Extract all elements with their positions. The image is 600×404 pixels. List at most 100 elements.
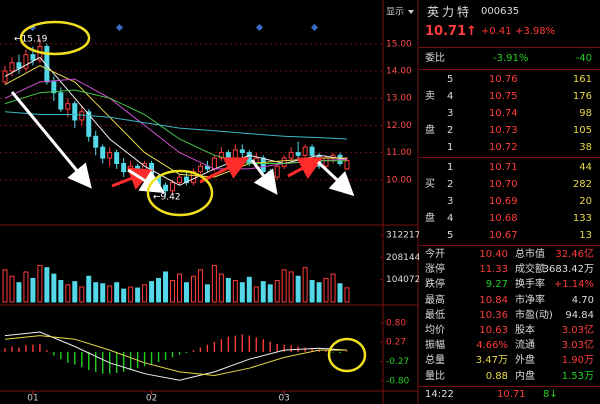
stat-value: 10.40	[479, 249, 508, 260]
level: 5	[447, 230, 454, 241]
volume-bar	[253, 286, 259, 303]
stat-value: 9.27	[485, 279, 508, 291]
order-price: 10.72	[489, 142, 518, 153]
stock-code: 000635	[481, 6, 520, 17]
order-level: 5 10.76 161	[419, 72, 600, 88]
volume-bar	[121, 288, 127, 303]
volume-bar	[170, 280, 176, 303]
volume-bar	[190, 275, 196, 303]
order-volume: 105	[572, 125, 592, 136]
volume-bar	[79, 286, 85, 303]
x-tick-label: 02	[146, 394, 157, 404]
volume-bar	[135, 287, 141, 303]
order-volume: 133	[572, 213, 592, 224]
quote-panel: 英力特 000635 10.71↑ +0.41 +3.98% 委比 -3.91% -40 5 10…	[419, 0, 600, 404]
weibi-row: 委比 -3.91% -40	[419, 51, 600, 67]
order-level: 盘 4 10.68 133	[419, 211, 600, 227]
order-level: 3 10.74 98	[419, 106, 600, 122]
volume-bar	[288, 271, 294, 303]
candle-body	[121, 162, 127, 173]
candle-body	[309, 146, 315, 156]
trend-arrow	[316, 160, 355, 197]
stat-row: 总量 3.47万 外盘 1.90万	[419, 353, 600, 369]
stat-row: 涨停 11.33 成交额 3683.42万	[419, 262, 600, 278]
volume-bar	[142, 284, 148, 303]
stat-value: +1.14%	[553, 279, 594, 291]
separator	[419, 69, 600, 70]
volume-bar	[281, 269, 287, 303]
stat-row: 跌停 9.27 换手率 +1.14%	[419, 277, 600, 293]
display-menu[interactable]: 显示	[386, 7, 404, 18]
candle-body	[232, 149, 238, 162]
dif-line	[4, 331, 348, 381]
highlight-circle	[327, 337, 367, 373]
candle-body	[176, 176, 182, 184]
order-price: 10.75	[489, 91, 518, 102]
volume-bar	[86, 275, 92, 303]
candle-body	[274, 165, 280, 178]
stat-value: 0.88	[485, 370, 508, 382]
level: 5	[447, 74, 454, 85]
trade-time: 14:22	[425, 389, 454, 400]
order-volume: 20	[579, 196, 592, 207]
candle-body	[79, 111, 85, 121]
order-price: 10.76	[489, 74, 518, 85]
volume-bar	[302, 267, 308, 303]
side-label: 买	[425, 179, 435, 190]
volume-bar	[204, 284, 210, 303]
y-tick-label: -0.27	[386, 357, 409, 367]
y-tick-label: 14.00	[386, 66, 412, 76]
order-volume: 44	[579, 162, 592, 173]
order-volume: 13	[579, 230, 592, 241]
volume-bar	[309, 280, 315, 303]
trend-arrow	[10, 91, 92, 189]
dropdown-icon[interactable]	[408, 10, 414, 14]
x-tick-label: 01	[27, 394, 38, 404]
stat-row: 振幅 4.66% 流通 3.03亿	[419, 338, 600, 354]
order-volume: 98	[579, 108, 592, 119]
volume-bar	[316, 282, 322, 303]
candle-body	[16, 62, 22, 69]
order-level: 5 10.67 13	[419, 228, 600, 244]
moving-average	[4, 56, 348, 186]
weibi-label: 委比	[425, 53, 445, 64]
order-level: 3 10.69 20	[419, 194, 600, 210]
stat-label: 市净率	[515, 294, 545, 306]
order-volume: 176	[572, 91, 592, 102]
candle-body	[51, 81, 57, 94]
volume-bar	[295, 275, 301, 303]
stat-label: 总市值	[515, 249, 545, 260]
volume-bar	[23, 271, 29, 303]
volume-bar	[239, 282, 245, 303]
candle-body	[323, 157, 329, 167]
y-tick-label: -0.80	[386, 376, 410, 386]
order-price: 10.69	[489, 196, 518, 207]
candle-body	[30, 54, 36, 61]
level: 2	[447, 179, 454, 190]
stat-value: 3683.42万	[542, 264, 594, 276]
order-price: 10.73	[489, 125, 518, 136]
y-tick-label: 15.00	[386, 39, 412, 49]
candle-body	[281, 157, 287, 167]
candle-body	[239, 149, 245, 154]
volume-bar	[149, 281, 155, 303]
volume-bar	[93, 282, 99, 303]
separator	[419, 157, 600, 158]
tick-row: 14:22 10.71 8↓	[419, 387, 600, 403]
candle-body	[114, 152, 120, 164]
candle-body	[295, 152, 301, 156]
y-tick-label: 104072	[386, 275, 419, 285]
y-tick-label: 11.00	[386, 148, 412, 158]
moving-average	[4, 89, 347, 164]
level: 2	[447, 125, 454, 136]
volume-bar	[100, 283, 106, 303]
order-volume: 161	[572, 74, 592, 85]
trend-arrow	[287, 157, 324, 180]
trade-volume: 8↓	[543, 389, 558, 400]
candle-body	[86, 111, 92, 137]
order-price: 10.71	[489, 162, 518, 173]
volume-bar	[16, 282, 22, 303]
stat-row: 均价 10.63 股本 3.03亿	[419, 323, 600, 339]
order-price: 10.68	[489, 213, 518, 224]
candle-body	[163, 184, 169, 192]
